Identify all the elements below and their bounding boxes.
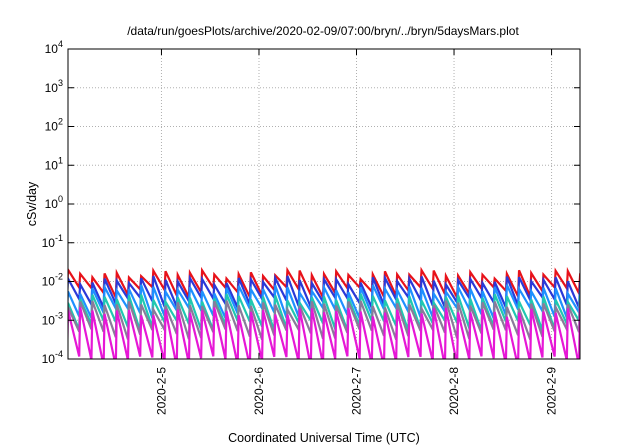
x-tick-label: 2020-2-5 — [154, 367, 168, 415]
series-line-5 — [68, 306, 580, 359]
series-line-3 — [68, 293, 580, 332]
y-tick-label: 10-1 — [42, 233, 63, 250]
y-tick-label: 100 — [45, 194, 63, 211]
y-axis: 10-4 10-3 10-2 10-1 100 101 102 103 104 — [42, 39, 580, 366]
series-line-0 — [68, 266, 580, 302]
x-tick-label: 2020-2-8 — [447, 367, 461, 415]
chart-title: /data/run/goesPlots/archive/2020-02-09/0… — [127, 24, 519, 38]
x-axis: 2020-2-5 2020-2-6 2020-2-7 2020-2-8 2020-2-9 — [154, 49, 559, 415]
y-tick-label: 104 — [45, 39, 63, 56]
series-line-2 — [68, 282, 580, 319]
y-tick-label: 10-3 — [42, 310, 63, 327]
series-line-1 — [68, 273, 580, 309]
y-tick-label: 10-4 — [42, 349, 63, 366]
y-tick-label: 103 — [45, 78, 63, 95]
x-tick-label: 2020-2-7 — [350, 367, 364, 415]
y-tick-label: 102 — [45, 117, 63, 134]
y-axis-label: cSv/day — [25, 181, 39, 226]
series-group — [68, 266, 580, 359]
x-tick-label: 2020-2-9 — [545, 367, 559, 415]
y-tick-label: 10-2 — [42, 272, 63, 289]
y-tick-label: 101 — [45, 155, 63, 172]
x-tick-label: 2020-2-6 — [252, 367, 266, 415]
x-axis-label: Coordinated Universal Time (UTC) — [228, 431, 420, 445]
series-line-4 — [68, 300, 580, 341]
